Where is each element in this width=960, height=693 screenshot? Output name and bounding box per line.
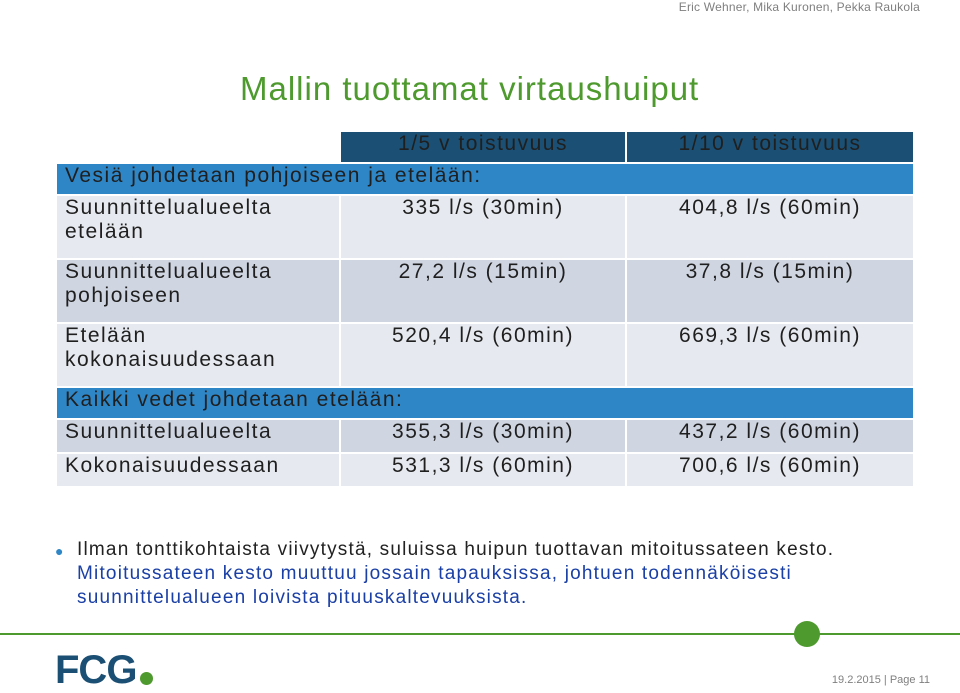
table-header-row: 1/5 v toistuvuus 1/10 v toistuvuus [55, 130, 915, 164]
row-label: Suunnittelualueelta [55, 418, 341, 454]
table-row: Suunnittelualueelta pohjoiseen 27,2 l/s … [55, 258, 915, 324]
value-1-10: 669,3 l/s (60min) [625, 322, 915, 388]
bullet-list: ● Ilman tonttikohtaista viivytystä, sulu… [55, 538, 915, 610]
footer-page: Page 11 [889, 674, 930, 686]
value-1-5: 355,3 l/s (30min) [339, 418, 627, 454]
table-row: Suunnittelualueelta etelään 335 l/s (30m… [55, 194, 915, 260]
authors-line: Eric Wehner, Mika Kuronen, Pekka Raukola [678, 0, 920, 14]
header-1-10-year: 1/10 v toistuvuus [625, 130, 915, 164]
row-label: Etelään kokonaisuudessaan [55, 322, 341, 388]
table-row: Kokonaisuudessaan 531,3 l/s (60min) 700,… [55, 452, 915, 488]
value-1-10: 437,2 l/s (60min) [625, 418, 915, 454]
value-1-10: 700,6 l/s (60min) [625, 452, 915, 488]
bullet-note-highlight: Mitoitussateen kesto muuttuu jossain tap… [77, 563, 792, 608]
section-label: Kaikki vedet johdetaan etelään: [55, 386, 915, 420]
table-row: Suunnittelualueelta 355,3 l/s (30min) 43… [55, 418, 915, 454]
flow-peaks-table: 1/5 v toistuvuus 1/10 v toistuvuus Vesiä… [55, 130, 915, 488]
row-label: Kokonaisuudessaan [55, 452, 341, 488]
row-label-line: Suunnittelualueelta [65, 196, 273, 219]
green-circle-icon [794, 621, 820, 647]
footer-divider [0, 633, 960, 635]
fcg-logo: FCG [55, 648, 137, 692]
bullet-text: Ilman tonttikohtaista viivytystä, suluis… [77, 538, 915, 610]
footer-separator: | [883, 674, 887, 686]
bullet-note: Ilman tonttikohtaista viivytystä, suluis… [77, 539, 835, 560]
row-label: Suunnittelualueelta etelään [55, 194, 341, 260]
value-1-5: 520,4 l/s (60min) [339, 322, 627, 388]
row-label-line: Suunnittelualueelta [65, 260, 273, 283]
row-label: Suunnittelualueelta pohjoiseen [55, 258, 341, 324]
value-1-5: 335 l/s (30min) [339, 194, 627, 260]
value-1-5: 531,3 l/s (60min) [339, 452, 627, 488]
table-row: Etelään kokonaisuudessaan 520,4 l/s (60m… [55, 322, 915, 388]
footer-date: 19.2.2015 [831, 674, 881, 686]
section-row-all-south: Kaikki vedet johdetaan etelään: [55, 386, 915, 420]
footer: 19.2.2015 | Page 11 [832, 674, 930, 686]
slide-title: Mallin tuottamat virtaushuiput [240, 70, 700, 107]
value-1-10: 37,8 l/s (15min) [625, 258, 915, 324]
row-label-line: Etelään [65, 324, 147, 347]
row-label-line: kokonaisuudessaan [65, 348, 277, 371]
row-label-line: pohjoiseen [65, 284, 182, 307]
section-row-north-south: Vesiä johdetaan pohjoiseen ja etelään: [55, 162, 915, 196]
value-1-5: 27,2 l/s (15min) [339, 258, 627, 324]
header-1-5-year: 1/5 v toistuvuus [339, 130, 627, 164]
bullet-item: ● Ilman tonttikohtaista viivytystä, sulu… [55, 538, 915, 610]
logo-dot-icon [140, 672, 153, 685]
bullet-dot-icon: ● [55, 543, 65, 559]
section-label: Vesiä johdetaan pohjoiseen ja etelään: [55, 162, 915, 196]
value-1-10: 404,8 l/s (60min) [625, 194, 915, 260]
header-blank-cell [55, 130, 341, 164]
row-label-line: etelään [65, 220, 145, 243]
